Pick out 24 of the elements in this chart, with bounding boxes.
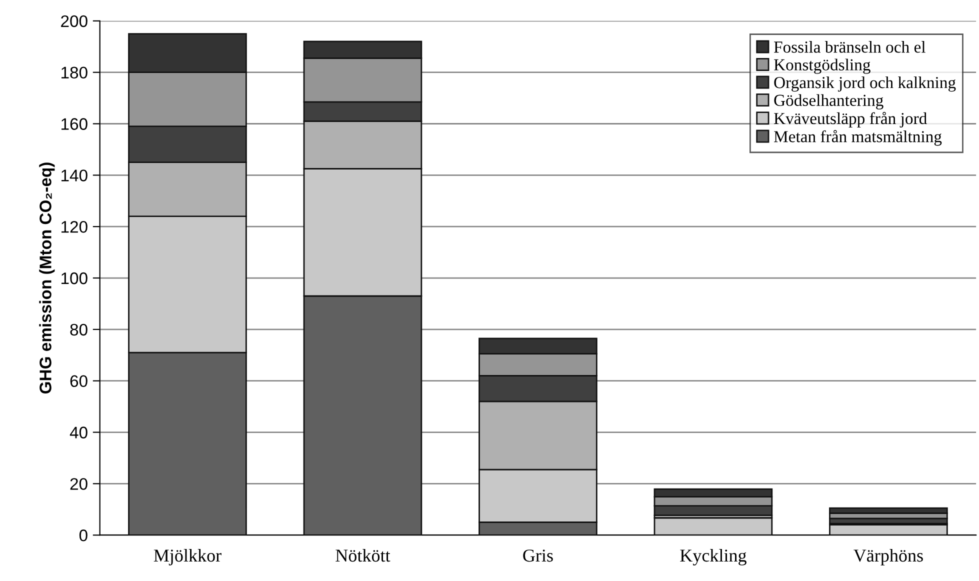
legend-label: Organsik jord och kalkning bbox=[774, 76, 956, 92]
y-tick-label: 200 bbox=[61, 15, 88, 28]
y-tick-label: 100 bbox=[62, 272, 88, 284]
y-axis-title: GHG emission (Mton CO₂-eq) bbox=[39, 162, 55, 394]
y-tick-label: 160 bbox=[62, 118, 88, 130]
x-tick-label: Värphöns bbox=[854, 548, 923, 566]
legend-label: Kväveutsläpp från jord bbox=[774, 112, 927, 128]
y-tick-label: 0 bbox=[79, 530, 88, 542]
x-tick-label: Mjölkkor bbox=[154, 548, 222, 566]
y-tick-label: 60 bbox=[70, 375, 88, 388]
y-tick-label: 80 bbox=[70, 324, 88, 336]
legend-label: Metan från matsmältning bbox=[774, 130, 942, 146]
y-tick-label: 120 bbox=[62, 220, 88, 233]
legend-label: Konstgödsling bbox=[774, 58, 870, 74]
y-tick-label: 140 bbox=[62, 170, 88, 182]
y-tick-label: 40 bbox=[70, 426, 88, 438]
x-tick-label: Gris bbox=[523, 550, 553, 562]
x-tick-label: Kyckling bbox=[680, 548, 746, 566]
legend-label: Fossila bränseln och el bbox=[774, 41, 926, 53]
x-tick-label: Nötkött bbox=[336, 548, 390, 562]
bar bbox=[654, 517, 773, 536]
y-tick-label: 20 bbox=[70, 478, 88, 490]
legend-label: Gödselhantering bbox=[774, 94, 884, 110]
y-tick-label: 180 bbox=[62, 66, 88, 79]
